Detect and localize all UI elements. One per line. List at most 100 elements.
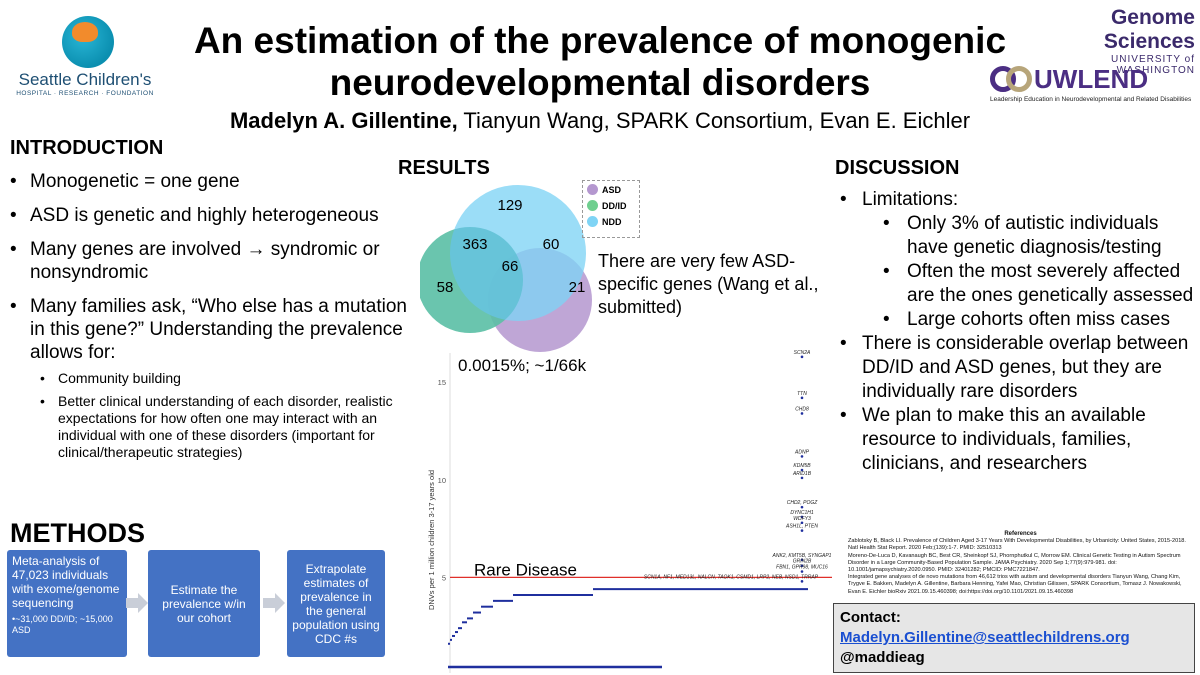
- gene-label: CHD8: [795, 406, 809, 412]
- genome-sciences-logo: Genome Sciences UNIVERSITY of WASHINGTON: [1055, 6, 1195, 76]
- venn-count-ddid-only: 58: [437, 279, 454, 296]
- legend-item-ndd: NDD: [587, 216, 635, 227]
- venn-note: There are very few ASD-specific genes (W…: [598, 251, 819, 317]
- uw-lend-word: UWLEND: [1034, 64, 1149, 94]
- discussion-bullet: We plan to make this an available resour…: [835, 404, 1197, 476]
- y-tick-label: 5: [442, 573, 446, 582]
- legend-label: DD/ID: [602, 200, 627, 211]
- legend-swatch-ndd: [587, 216, 598, 227]
- seattle-childrens-name: Seattle Children's: [18, 70, 152, 89]
- gene-point: [800, 396, 804, 400]
- intro-sub-bullet: Community building: [30, 370, 408, 387]
- contact-box: Contact: Madelyn.Gillentine@seattlechild…: [833, 603, 1195, 673]
- venn-count-ndd-only: 129: [497, 197, 522, 214]
- venn-overlap-shade: [420, 227, 523, 333]
- arrow-right-icon: [126, 593, 148, 613]
- gene-label: ARID1B: [792, 471, 812, 477]
- gene-point: [800, 580, 804, 583]
- rare-disease-label: Rare Disease: [474, 560, 577, 579]
- y-tick-label: 10: [438, 476, 446, 485]
- intro-bullet: Monogenetic = one gene: [8, 170, 408, 193]
- venn-circle-ndd: [450, 185, 586, 321]
- gene-point: [800, 564, 804, 567]
- gene-label: ANK2, KMT5B, SYNGAP1: [772, 553, 832, 559]
- legend-swatch-asd: [587, 184, 598, 195]
- intro-bullet-text: Many families ask, “Who else has a mutat…: [30, 296, 407, 363]
- gene-point: [800, 529, 804, 532]
- genome-sciences-university: UNIVERSITY of WASHINGTON: [1111, 54, 1195, 76]
- discussion-bullet: Limitations:: [835, 188, 1197, 212]
- gene-label: KDM5B: [793, 463, 811, 469]
- legend-label: NDD: [602, 216, 622, 227]
- discussion-sub-bullet: Often the most severely affected are the…: [835, 260, 1197, 308]
- legend-item-ddid: DD/ID: [587, 200, 635, 211]
- genome-sciences-name: Genome Sciences: [1103, 6, 1195, 53]
- methods-heading: METHODS: [10, 518, 145, 548]
- author-line: Madelyn A. Gillentine, Tianyun Wang, SPA…: [150, 108, 1050, 134]
- discussion-sub-list: Only 3% of autistic individuals have gen…: [835, 212, 1197, 332]
- discussion-bullet-text: Limitations:: [862, 189, 959, 210]
- gene-label: TTN: [797, 391, 807, 397]
- gene-point: [800, 476, 804, 480]
- discussion-sub-bullet: Only 3% of autistic individuals have gen…: [835, 212, 1197, 260]
- methods-box-meta-analysis: Meta-analysis of 47,023 individuals with…: [7, 550, 127, 657]
- poster-title: An estimation of the prevalence of monog…: [150, 20, 1050, 104]
- prevalence-plot: DNVs per 1 million children 3-17 years o…: [427, 350, 832, 673]
- intro-sub-list: Community building Better clinical under…: [30, 370, 408, 461]
- references: References Zablotsky B, Black LI. Preval…: [848, 531, 1193, 596]
- seattle-childrens-mark-icon: [62, 16, 114, 68]
- gene-point: [800, 570, 804, 573]
- venn-count-asd-only: 21: [569, 279, 586, 296]
- seattle-childrens-logo: Seattle Children's HOSPITAL · RESEARCH ·…: [10, 8, 160, 98]
- discussion-heading: DISCUSSION: [835, 157, 960, 179]
- legend-label: ASD: [602, 184, 622, 195]
- discussion-sub-bullet: Large cohorts often miss cases: [835, 308, 1197, 332]
- gene-label: ASH1L, PTEN: [785, 524, 818, 530]
- prevalence-annotation: 0.0015%; ~1/66k: [458, 356, 587, 375]
- introduction-heading: INTRODUCTION: [10, 137, 164, 159]
- gene-point: [800, 455, 804, 458]
- gene-label: CHD2, POGZ: [787, 500, 819, 506]
- arrow-right-icon: [263, 593, 285, 613]
- uw-lend-logo: UWLEND Leadership Education in Neurodeve…: [990, 64, 1195, 104]
- intro-bullet: Many families ask, “Who else has a mutat…: [8, 295, 408, 461]
- intro-bullet: Many genes are involved → syndromic or n…: [8, 238, 408, 284]
- reference-item: Integrated gene analyses of de novo muta…: [848, 574, 1182, 595]
- plot-y-label: DNVs per 1 million children 3-17 years o…: [427, 470, 436, 610]
- contact-heading: Contact:: [840, 609, 901, 626]
- contact-email-link[interactable]: Madelyn.Gillentine@seattlechildrens.org: [840, 629, 1130, 646]
- uw-lend-tagline: Leadership Education in Neurodevelopment…: [990, 96, 1192, 103]
- seattle-childrens-subtitle: HOSPITAL · RESEARCH · FOUNDATION: [16, 90, 154, 97]
- methods-box-extrapolate: Extrapolate estimates of prevalence in t…: [287, 550, 385, 657]
- poster-title-line1: An estimation of the prevalence of monog…: [193, 20, 1007, 61]
- gene-point: [800, 515, 804, 519]
- gene-point: [800, 558, 804, 562]
- venn-diagram: 129 363 60 66 58 21: [420, 185, 592, 352]
- lead-author: Madelyn A. Gillentine,: [229, 108, 458, 133]
- results-heading: RESULTS: [398, 157, 490, 179]
- gene-label: DYNC1H1: [790, 510, 814, 516]
- reference-item: Moreno-De-Luca D, Kavanaugh BC, Best CR,…: [848, 552, 1181, 574]
- venn-count-all: 66: [502, 258, 519, 275]
- discussion-bullet: There is considerable overlap between DD…: [835, 332, 1197, 404]
- methods-box-estimate: Estimate the prevalence w/in our cohort: [148, 550, 260, 657]
- gene-point: [800, 468, 804, 472]
- uw-lend-rings-icon: [990, 66, 1032, 94]
- discussion-sub-container: Only 3% of autistic individuals have gen…: [835, 212, 1197, 332]
- gene-point: [800, 412, 804, 415]
- reference-item: Zablotsky B, Black LI. Prevalence of Chi…: [848, 538, 1186, 552]
- gene-point: [800, 505, 804, 509]
- gene-label: SCN2A: [794, 350, 811, 356]
- intro-bullet: ASD is genetic and highly heterogeneous: [8, 204, 408, 227]
- legend-item-asd: ASD: [587, 184, 635, 195]
- gene-label: ADNP: [794, 449, 810, 455]
- gene-label: FBN1, GPR98, MUC16: [776, 565, 828, 571]
- discussion-list: Limitations: Only 3% of autistic individ…: [835, 188, 1197, 476]
- gene-label: WDFY3: [793, 516, 811, 522]
- venn-legend: ASD DD/ID NDD: [582, 180, 640, 238]
- gene-label: SCN1A, NF1, MED13L, NALCN, TAOK1, CSMD1,…: [644, 574, 819, 580]
- contact-handle[interactable]: @maddieag: [840, 649, 925, 666]
- gene-point: [800, 355, 804, 359]
- methods-box1-text: Meta-analysis of 47,023 individuals with…: [12, 554, 120, 610]
- introduction-list: Monogenetic = one gene ASD is genetic an…: [8, 170, 408, 472]
